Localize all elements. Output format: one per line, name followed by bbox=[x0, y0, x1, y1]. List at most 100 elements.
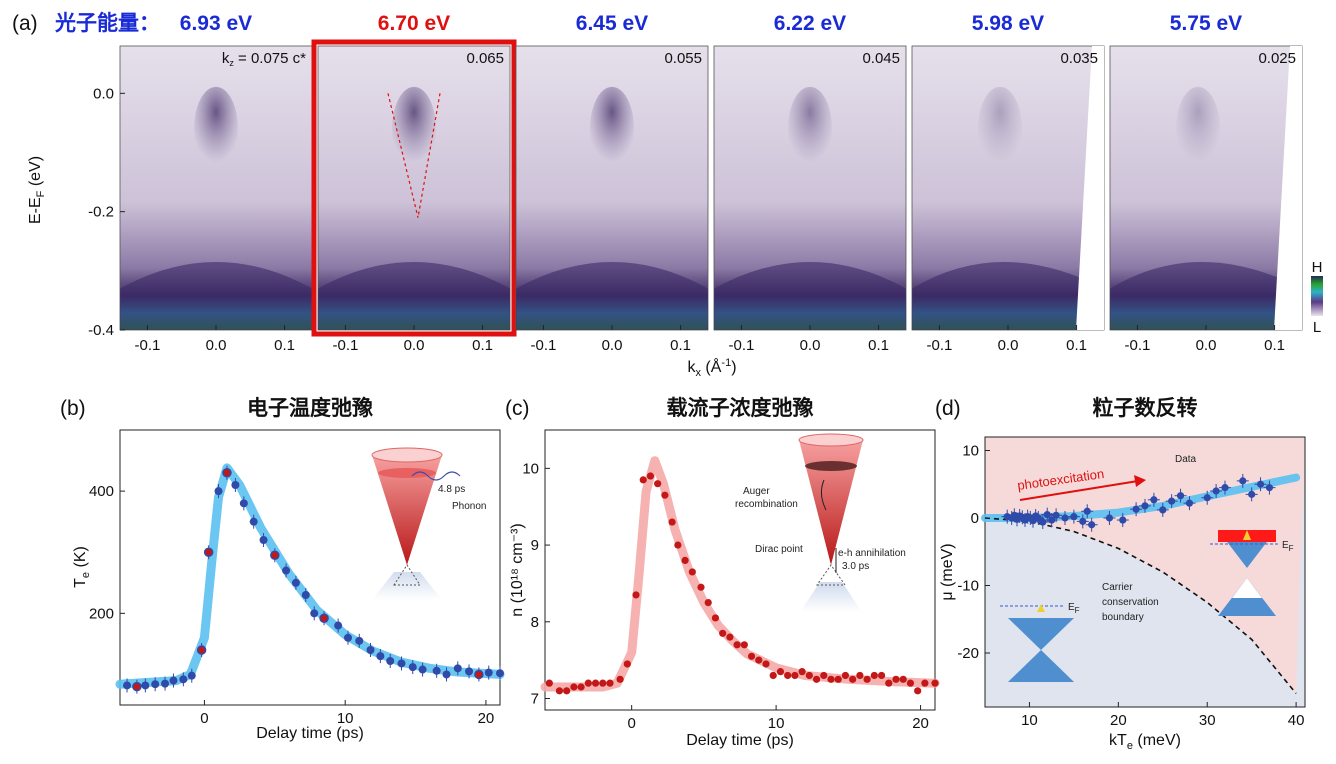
kz-label-1: 0.065 bbox=[466, 50, 504, 67]
data-point-36 bbox=[1265, 484, 1274, 492]
data-point-34 bbox=[798, 668, 806, 676]
data-point-4 bbox=[577, 683, 585, 691]
data-point-26 bbox=[740, 641, 748, 649]
data-point-32 bbox=[1221, 484, 1229, 492]
ef-label-right: EF bbox=[1282, 540, 1294, 553]
arpes-panels: kz = 0.075 c*-0.1 0.0 0.10.065-0.1 0.0 0.10.… bbox=[119, 39, 1303, 354]
data-point-5 bbox=[584, 679, 592, 687]
data-point-13 bbox=[646, 472, 655, 480]
data-point-31 bbox=[776, 668, 785, 676]
data-point-20 bbox=[310, 609, 319, 618]
cone-normal: EF bbox=[1000, 602, 1080, 682]
data-point-20 bbox=[1088, 521, 1096, 529]
arpes-panel-0: kz = 0.075 c* -0.1 0.0 0.1 bbox=[119, 45, 313, 354]
panel-d-plot: 10 20 30 40 -20 -10 0 10 bbox=[957, 436, 1306, 729]
ytick-label: -0.2 bbox=[88, 204, 114, 221]
data-point-43 bbox=[863, 675, 871, 683]
data-point-31 bbox=[1212, 487, 1220, 495]
panel-b-plot: 0 10 20 200 400 bbox=[89, 463, 505, 727]
data-point-3 bbox=[570, 683, 578, 691]
data-label: Data bbox=[1175, 454, 1197, 465]
photon-energy-5: 5.75 eV bbox=[1170, 12, 1242, 35]
data-point-48 bbox=[899, 675, 907, 683]
data-point-16 bbox=[1061, 514, 1069, 522]
data-point-33 bbox=[1239, 477, 1247, 485]
xtick-label: 0.0 bbox=[998, 337, 1019, 354]
data-point-14 bbox=[1048, 516, 1056, 524]
highlight-frame bbox=[311, 39, 517, 337]
data-point-21 bbox=[1105, 514, 1114, 522]
data-point-6 bbox=[179, 675, 188, 684]
xtick-label: 0.0 bbox=[206, 337, 227, 354]
cone-normal-lower bbox=[1008, 650, 1074, 682]
data-point-31 bbox=[432, 666, 441, 675]
data-point-21 bbox=[319, 613, 329, 623]
data-point-1 bbox=[555, 687, 564, 695]
ytick-label: 7 bbox=[531, 690, 539, 707]
auger-arrow-icon bbox=[820, 479, 827, 511]
xtick-label: -0.1 bbox=[530, 337, 556, 354]
data-point-15 bbox=[259, 536, 268, 544]
data-point-51 bbox=[921, 679, 929, 687]
kz-label-3: 0.045 bbox=[862, 50, 900, 67]
cone-inverted: EF bbox=[1210, 530, 1294, 616]
data-point-21 bbox=[704, 599, 712, 607]
ef-label-left: EF bbox=[1068, 602, 1080, 615]
data-point-35 bbox=[805, 671, 813, 680]
arpes-panel-5: 0.025 -0.1 0.0 0.1 bbox=[1109, 45, 1303, 354]
xtick-label: -0.1 bbox=[134, 337, 160, 354]
hole-region bbox=[1232, 578, 1262, 598]
panel-b-frame bbox=[119, 429, 501, 706]
mask-edge bbox=[1076, 46, 1104, 330]
glow bbox=[372, 572, 442, 600]
data-point-22 bbox=[711, 614, 720, 622]
data-point-36 bbox=[812, 675, 821, 683]
arrow-head-icon bbox=[1134, 475, 1146, 487]
panel-b: (b) 电子温度弛豫 0 10 20 200 400 Te (K) Delay time… bbox=[60, 396, 505, 742]
data-point-28 bbox=[1176, 492, 1185, 500]
data-point-46 bbox=[885, 679, 893, 687]
data-point-0 bbox=[545, 679, 553, 687]
data-point-18 bbox=[1079, 517, 1087, 525]
data-point-27 bbox=[386, 657, 395, 665]
panel-c-inset-cone: Auger recombination Dirac point e-h anni… bbox=[735, 433, 906, 612]
data-point-37 bbox=[496, 669, 504, 678]
panel-d-title: 粒子数反转 bbox=[1093, 396, 1198, 420]
data-point-8 bbox=[606, 679, 614, 687]
data-point-14 bbox=[654, 480, 662, 488]
xtick-label: 10 bbox=[768, 715, 785, 732]
data-point-19 bbox=[1083, 507, 1091, 515]
data-point-19 bbox=[301, 591, 310, 599]
kz-label-5: 0.025 bbox=[1258, 50, 1296, 67]
ytick-label: -20 bbox=[957, 645, 979, 662]
data-point-12 bbox=[639, 476, 647, 484]
panel-b-xlabel: Delay time (ps) bbox=[256, 725, 364, 742]
data-point-9 bbox=[203, 547, 214, 557]
fill-level bbox=[805, 461, 857, 471]
data-point-38 bbox=[827, 675, 835, 683]
data-point-29 bbox=[408, 663, 417, 672]
glow bbox=[800, 582, 862, 612]
ytick-label: 0 bbox=[971, 510, 979, 527]
data-point-39 bbox=[834, 675, 842, 683]
ytick-label: 8 bbox=[531, 614, 539, 631]
data-point-27 bbox=[1168, 497, 1176, 505]
panel-c-plot: 0 10 20 7 8 9 10 bbox=[522, 456, 940, 732]
inset-auger-2: recombination bbox=[735, 499, 798, 510]
panel-a-y-axis: 0.0 -0.2 -0.4 bbox=[88, 85, 125, 339]
ytick-label: 400 bbox=[89, 483, 114, 500]
data-point-25 bbox=[366, 646, 375, 654]
valence-band bbox=[516, 261, 708, 330]
xtick-label: 0.1 bbox=[1264, 337, 1285, 354]
up-arrow-icon bbox=[1243, 530, 1251, 540]
ytick-label: 10 bbox=[522, 460, 539, 477]
ytick-label: 9 bbox=[531, 537, 539, 554]
xtick-label: 0.0 bbox=[404, 337, 425, 354]
xtick-label: 20 bbox=[1110, 712, 1127, 729]
xtick-label: 40 bbox=[1288, 712, 1305, 729]
data-point-32 bbox=[784, 671, 792, 680]
inset-time: 4.8 ps bbox=[438, 484, 465, 495]
data-point-24 bbox=[1141, 502, 1149, 510]
kz-label-2: 0.055 bbox=[664, 50, 702, 67]
xtick-label: -0.1 bbox=[332, 337, 358, 354]
